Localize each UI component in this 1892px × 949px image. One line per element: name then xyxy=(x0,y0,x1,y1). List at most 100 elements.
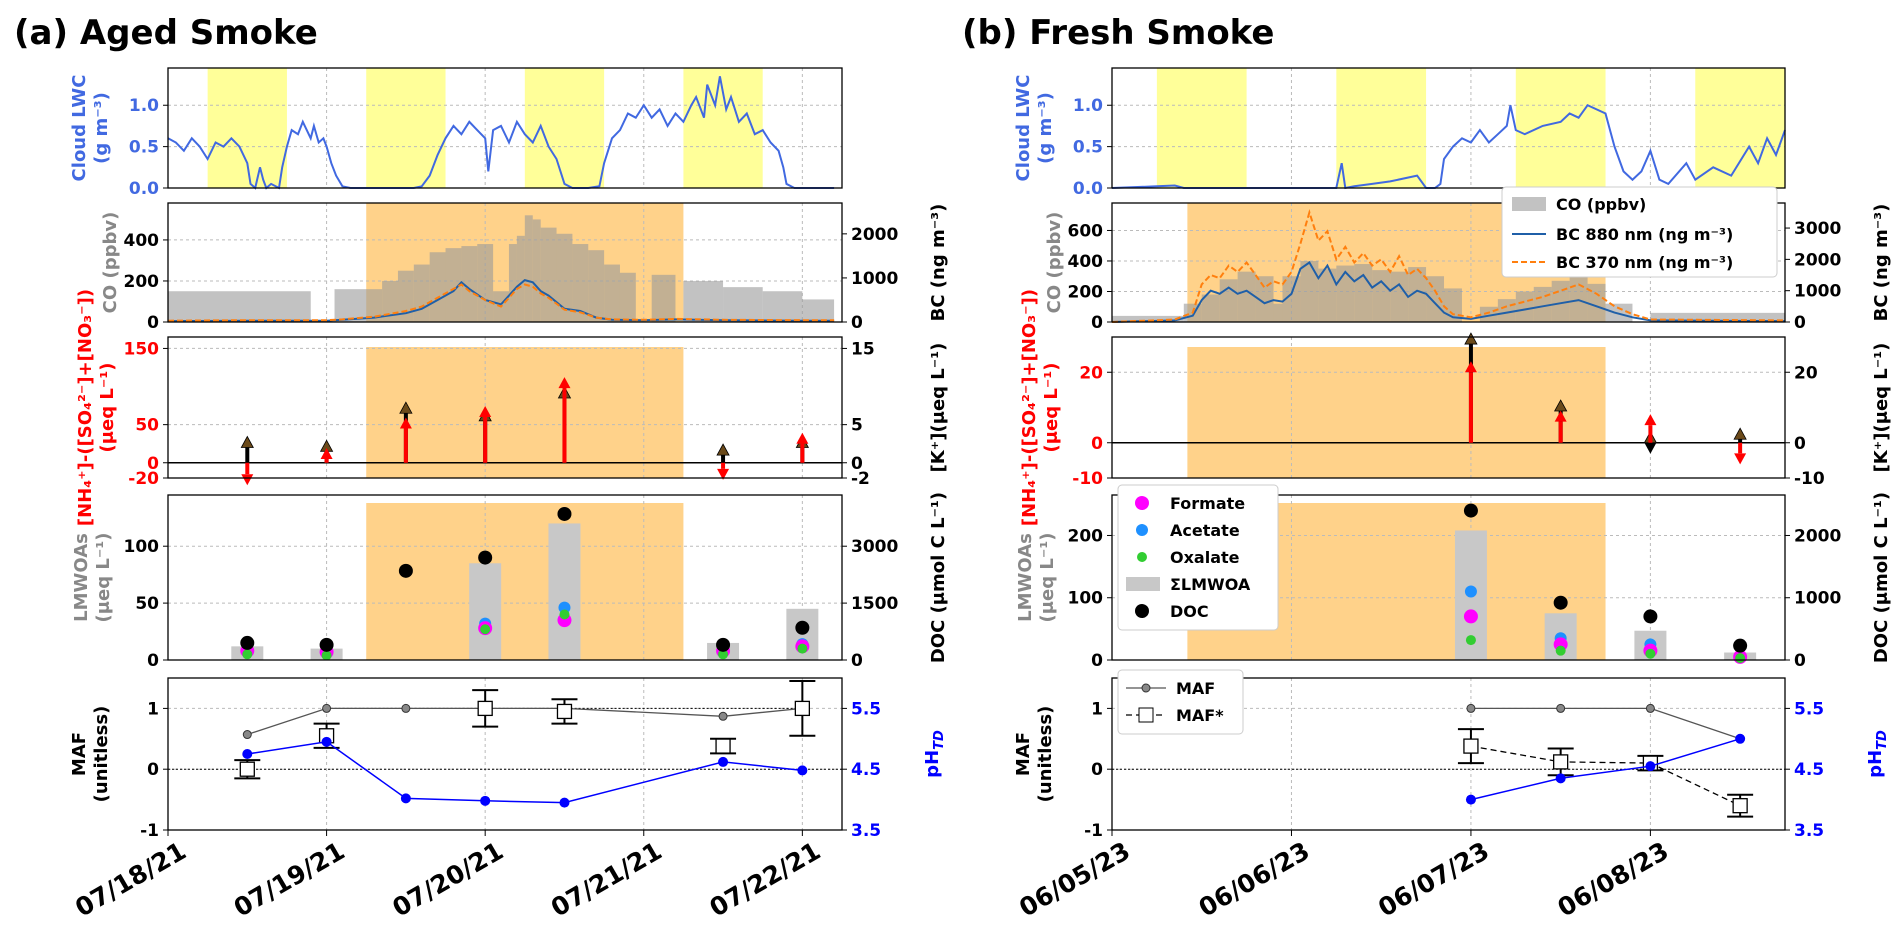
legend-co-label: CO (ppbv) xyxy=(1556,195,1646,214)
co-bar xyxy=(1408,267,1427,322)
y-tick-label: 0.0 xyxy=(1073,179,1103,199)
maf-panel: -1 0 1 3.5 4.5 5.5 MAF(unitless) pHTD 07/18/21 07… xyxy=(69,677,947,923)
k-ylabel: [K⁺](μeq L⁻¹) xyxy=(1871,343,1892,473)
ion-arrow-head xyxy=(717,468,730,480)
y-tick-label: -1 xyxy=(140,821,159,841)
doc-point xyxy=(1643,609,1658,624)
legend-bc880-label: BC 880 nm (ng m⁻³) xyxy=(1556,225,1733,244)
ion-arrow-head xyxy=(320,447,333,459)
y2-tick-label: 4.5 xyxy=(851,760,881,780)
legend-swatch xyxy=(1137,552,1147,562)
y2-tick-label: 1500 xyxy=(851,594,898,614)
oxalate-point xyxy=(1645,648,1656,659)
ph-point xyxy=(718,756,729,767)
legend-swatch xyxy=(1126,577,1160,591)
y-tick-label: 0 xyxy=(147,454,159,474)
co-bar xyxy=(1300,260,1319,322)
maf-star-line xyxy=(1470,745,1741,807)
ion-arrow-head xyxy=(1734,453,1747,465)
co-bar xyxy=(429,252,446,322)
ion-arrow-head xyxy=(241,474,254,486)
panel-frame xyxy=(167,67,843,189)
legend-label: Formate xyxy=(1170,494,1245,513)
ph-point xyxy=(242,749,253,759)
maf-point xyxy=(401,703,411,713)
maf-point xyxy=(1645,703,1655,713)
co-bar xyxy=(1318,268,1337,322)
y-tick-label: -20 xyxy=(128,469,159,489)
y2-tick-label: 0 xyxy=(1794,651,1806,671)
shade-span xyxy=(1336,68,1427,188)
maf-point xyxy=(322,703,332,713)
co-bar xyxy=(762,291,803,322)
co-bar xyxy=(1112,315,1184,322)
maf-star-point xyxy=(1463,738,1479,754)
co-bar xyxy=(1426,276,1445,322)
maf-ylabel: MAF(unitless) xyxy=(1013,706,1056,803)
lwc-ylabel: Cloud LWC(g m⁻³) xyxy=(69,75,112,182)
lwc-ylabel: Cloud LWC(g m⁻³) xyxy=(1013,75,1056,182)
legend-maf-label: MAF xyxy=(1176,679,1215,698)
y-tick-label: 50 xyxy=(135,594,159,614)
ion-arrow-head xyxy=(558,377,571,389)
y2-tick-label: 3.5 xyxy=(1794,821,1824,841)
ion-arrow-head xyxy=(1554,410,1567,422)
co-bar xyxy=(1390,271,1409,322)
bc370-line xyxy=(1111,208,1786,323)
y-tick-label: -10 xyxy=(1072,469,1103,489)
panel-frame xyxy=(1111,336,1786,479)
ph-point xyxy=(1555,773,1566,784)
panel-frame xyxy=(167,336,843,479)
ion-arrow-head xyxy=(399,417,412,429)
co-bar xyxy=(397,270,414,322)
lwc-panel: 0.0 0.5 1.0 Cloud LWC(g m⁻³) xyxy=(69,67,843,199)
co-bc-panel: 0 200 400 0 1000 2000 CO (ppbv) BC (ng m⁻³) xyxy=(100,202,949,333)
co-bar xyxy=(683,280,724,322)
y-tick-label: 200 xyxy=(124,272,160,292)
doc-point xyxy=(795,620,810,635)
oxalate-point xyxy=(480,624,491,635)
k-ylabel: [K⁺](μeq L⁻¹) xyxy=(928,343,949,473)
maf-star-point xyxy=(239,761,255,777)
lwc-line xyxy=(167,76,835,190)
co-bar xyxy=(1515,291,1534,322)
legend-frame xyxy=(1501,186,1778,278)
y2-tick-label: 5.5 xyxy=(851,699,881,719)
k-head xyxy=(240,435,254,448)
legend-label: DOC xyxy=(1170,602,1209,621)
legend-label: ΣLMWOA xyxy=(1170,575,1251,594)
ph-ylabel: pHTD xyxy=(1865,730,1890,778)
legend-bc370-label: BC 370 nm (ng m⁻³) xyxy=(1556,253,1733,272)
ion-arrow-head xyxy=(479,406,492,418)
y-tick-label: 0.0 xyxy=(129,179,159,199)
co-bar xyxy=(540,227,557,322)
ion-ylabel: [NH₄⁺]-([SO₄²⁻]+[NO₃⁻])(μeq L⁻¹) xyxy=(75,289,118,526)
panel-frame xyxy=(1111,202,1786,323)
co-bar xyxy=(1336,265,1355,322)
co-bar xyxy=(1372,270,1391,322)
acetate-point xyxy=(1464,585,1477,598)
co-bc-panel: 0 200 400 600 0 1000 2000 3000 CO (ppbv) BC (ng m… xyxy=(1044,186,1892,333)
panel-frame xyxy=(1111,67,1786,189)
y-tick-label: 1 xyxy=(1091,699,1103,719)
ph-point xyxy=(1735,733,1746,744)
oxalate-point xyxy=(797,643,808,654)
co-bar xyxy=(1587,283,1606,322)
doc-point xyxy=(557,506,572,521)
y2-tick-label: 5.5 xyxy=(1794,699,1824,719)
bc-ylabel: BC (ng m⁻³) xyxy=(1871,204,1892,322)
legend-mafstar-label: MAF* xyxy=(1176,706,1224,725)
shade-span xyxy=(1156,68,1247,188)
co-bar xyxy=(532,219,541,322)
y-tick-label: -1 xyxy=(1084,821,1103,841)
legend-frame xyxy=(1117,484,1279,631)
lmwoa-ylabel: LMWOAs(μeq L⁻¹) xyxy=(1015,533,1058,623)
co-bar xyxy=(1219,279,1238,322)
shade-span xyxy=(366,68,446,188)
maf-star-point xyxy=(715,738,731,754)
co-bar xyxy=(413,264,430,322)
y2-tick-label: 0 xyxy=(1794,434,1806,454)
co-bar xyxy=(588,250,605,322)
lmwoa-legend: Formate Acetate Oxalate ΣLMWOA DOC xyxy=(1117,484,1279,631)
